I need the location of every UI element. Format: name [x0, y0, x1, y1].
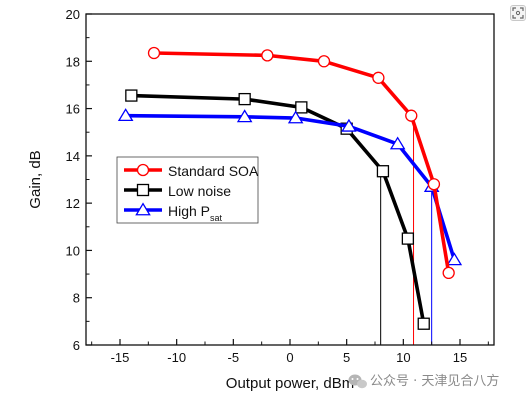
- circle-marker: [147, 46, 161, 60]
- watermark-text: 公众号 · 天津见合八方: [370, 373, 499, 389]
- y-tick-label: 12: [66, 196, 80, 211]
- reference-lines: [380, 115, 433, 345]
- y-tick-label: 6: [73, 338, 80, 353]
- x-tick-label: 5: [343, 350, 350, 365]
- circle-marker: [427, 178, 441, 191]
- legend-label-high-psat: High Psat: [168, 203, 223, 223]
- triangle-marker: [287, 110, 304, 124]
- y-tick-label: 14: [66, 149, 80, 164]
- legend-label-high-p: High P: [168, 203, 210, 219]
- y-tick-label: 18: [66, 54, 80, 69]
- x-tick-label: -15: [111, 350, 130, 365]
- legend: Standard SOA Low noise High Psat: [116, 156, 259, 224]
- y-tick-label: 16: [66, 102, 80, 117]
- axis-layer: -15 -10 -5 0 5 10 15 6 8 10 12 14 16 18 20: [66, 7, 489, 365]
- square-marker: [417, 317, 430, 330]
- x-tick-label: 0: [286, 350, 293, 365]
- circle-marker: [317, 55, 331, 68]
- x-tick-label: 10: [396, 350, 410, 365]
- circle-marker: [372, 71, 385, 84]
- x-tick-label: -5: [228, 350, 240, 365]
- y-tick-label: 20: [66, 7, 80, 22]
- y-tick-label: 10: [66, 243, 80, 258]
- legend-label-sat-subscript: sat: [210, 213, 223, 223]
- square-marker: [136, 183, 150, 197]
- legend-label-standard-soa: Standard SOA: [168, 163, 259, 179]
- x-tick-label: -10: [167, 350, 186, 365]
- legend-items: [124, 163, 162, 216]
- x-tick-label: 15: [453, 350, 467, 365]
- triangle-marker: [389, 136, 406, 150]
- legend-label-low-noise: Low noise: [168, 183, 231, 199]
- square-marker: [125, 89, 138, 102]
- series-0: [147, 46, 455, 280]
- circle-marker: [442, 266, 455, 280]
- triangle-marker: [135, 202, 151, 216]
- scan-icon: [512, 7, 524, 19]
- square-marker: [238, 92, 251, 106]
- circle-marker: [405, 109, 418, 122]
- watermark: 公众号 · 天津见合八方: [348, 373, 499, 389]
- scan-button[interactable]: [510, 5, 526, 21]
- x-axis-title: Output power, dBm: [226, 375, 354, 392]
- triangle-marker: [341, 118, 357, 132]
- wechat-icon: [348, 374, 367, 389]
- triangle-marker: [236, 109, 253, 123]
- triangle-marker: [446, 252, 463, 266]
- square-marker: [401, 232, 415, 245]
- series-layer: [117, 46, 463, 330]
- circle-marker: [261, 49, 274, 62]
- square-marker: [295, 101, 308, 114]
- circle-marker: [136, 163, 150, 177]
- y-axis-title: Gain, dB: [27, 150, 44, 208]
- triangle-marker: [117, 108, 134, 122]
- y-tick-label: 8: [73, 291, 80, 306]
- square-marker: [376, 165, 390, 178]
